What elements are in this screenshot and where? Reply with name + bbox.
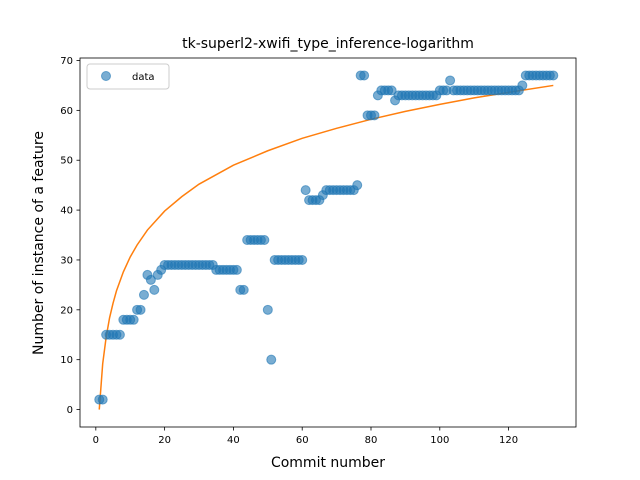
data-point [266,354,277,365]
y-tick-label: 0 [67,405,73,416]
data-point [138,289,149,300]
x-tick-label: 100 [430,435,449,446]
y-tick-label: 50 [60,156,73,167]
data-point [238,284,249,295]
axes-frame [79,57,577,428]
fit-line-layer [98,84,554,410]
y-tick-label: 60 [60,106,73,117]
x-axis-label: Commit number [271,455,385,471]
y-axis-label: Number of instance of a feature [31,131,47,355]
data-point [128,314,139,325]
data-point [445,75,456,86]
y-tick-label: 10 [60,355,73,366]
axes-layer: 0 20 40 60 80 100 120 0 10 20 30 40 50 60 70 [60,56,577,446]
x-tick-label: 60 [296,435,309,446]
data-point [135,304,146,315]
x-tick-label: 0 [93,435,99,446]
data-point [352,180,363,191]
legend-marker [101,71,111,81]
fit-line [98,84,554,410]
legend-box [86,63,170,90]
y-tick-label: 20 [60,305,73,316]
data-point [149,284,160,295]
chart-title: tk-superl2-xwifi_type_inference-logarith… [182,36,474,52]
x-tick-label: 120 [499,435,518,446]
data-point [359,70,370,81]
y-tick-label: 70 [60,56,73,67]
data-point [386,85,397,96]
data-point [114,329,125,340]
x-tick-label: 20 [158,435,171,446]
data-point [231,264,242,275]
x-tick-label: 80 [365,435,378,446]
data-point [259,235,270,246]
data-point [262,304,273,315]
data-point [97,394,108,405]
data-point [300,185,311,196]
data-point [517,80,528,91]
data-point [145,274,156,285]
y-tick-label: 40 [60,206,73,217]
legend-label-data: data [132,72,155,83]
data-point [548,70,559,81]
data-point [297,254,308,265]
data-point [369,110,380,121]
y-tick-label: 30 [60,255,73,266]
x-tick-label: 40 [227,435,240,446]
data-points-layer [94,70,559,405]
legend: data [86,63,170,90]
